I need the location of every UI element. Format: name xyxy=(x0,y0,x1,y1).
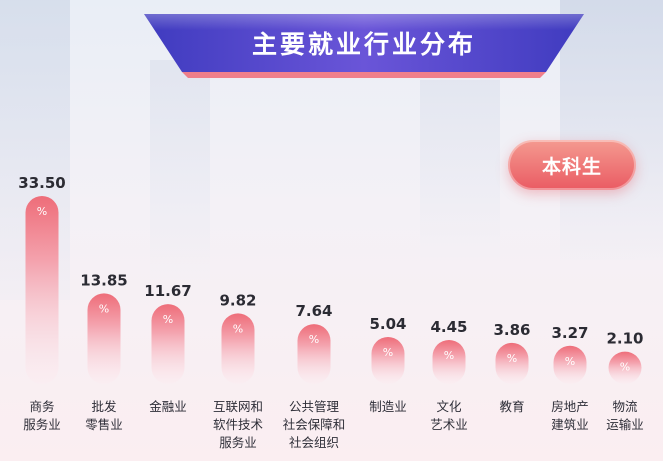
category-label-line: 艺术业 xyxy=(430,417,468,432)
category-label-line: 互联网和 xyxy=(212,399,263,414)
category-label-line: 文化 xyxy=(436,399,462,414)
category-label-line: 房地产 xyxy=(551,399,589,414)
category-label-line: 服务业 xyxy=(23,417,61,432)
bar xyxy=(608,351,642,384)
bar-value-label: 11.67 xyxy=(144,282,191,300)
bar-unit-label: % xyxy=(233,322,243,335)
bar-unit-label: % xyxy=(444,349,454,362)
degree-badge: 本科生 xyxy=(508,140,636,190)
category-label-line: 社会组织 xyxy=(288,435,339,450)
category-label-line: 金融业 xyxy=(149,399,187,414)
category-label-line: 软件技术 xyxy=(212,417,263,432)
bar-unit-label: % xyxy=(507,352,517,365)
category-label-line: 零售业 xyxy=(85,417,123,432)
bar xyxy=(151,304,185,384)
bar-value-label: 13.85 xyxy=(80,271,127,289)
background-building xyxy=(150,60,210,280)
bar-value-label: 4.45 xyxy=(430,318,467,336)
banner-shape xyxy=(144,14,584,78)
category-label-line: 建筑业 xyxy=(551,417,589,432)
bar xyxy=(495,342,529,384)
category-label: 互联网和软件技术服务业 xyxy=(198,398,278,452)
category-label: 物流 运输业 xyxy=(585,398,663,434)
bar-unit-label: % xyxy=(383,346,393,359)
bar-value-label: 9.82 xyxy=(219,291,256,309)
category-label-line: 服务业 xyxy=(219,435,257,450)
bar-value-label: 3.86 xyxy=(493,321,530,339)
bar xyxy=(553,345,587,384)
category-label: 批发 零售业 xyxy=(64,398,144,434)
category-label-line: 商务 xyxy=(29,399,55,414)
bar-unit-label: % xyxy=(620,361,630,374)
category-label: 房地产 建筑业 xyxy=(530,398,610,434)
bar xyxy=(221,313,255,384)
bar xyxy=(25,196,59,384)
category-label: 文化 艺术业 xyxy=(409,398,489,434)
bar-value-label: 7.64 xyxy=(295,302,332,320)
category-label-line: 教育 xyxy=(499,399,525,414)
bar-value-label: 5.04 xyxy=(369,315,406,333)
bar-value-label: 33.50 xyxy=(18,174,65,192)
category-label-line: 公共管理 xyxy=(288,399,339,414)
category-label: 商务 服务业 xyxy=(2,398,82,434)
category-label-line: 社会保障和 xyxy=(282,417,346,432)
bar xyxy=(432,339,466,384)
bar-unit-label: % xyxy=(565,355,575,368)
background-building xyxy=(420,80,500,260)
bar-value-label: 2.10 xyxy=(606,330,643,348)
background-building xyxy=(560,0,663,260)
bar-unit-label: % xyxy=(309,333,319,346)
title-banner: 主要就业行业分布 xyxy=(136,8,592,78)
category-label: 制造业 xyxy=(348,398,428,416)
category-label: 公共管理社会保障和社会组织 xyxy=(274,398,354,452)
category-label-line: 制造业 xyxy=(369,399,407,414)
page-title: 主要就业行业分布 xyxy=(251,30,476,59)
category-label-line: 物流 xyxy=(612,399,638,414)
bar xyxy=(371,337,405,384)
bar xyxy=(297,324,331,384)
bar-unit-label: % xyxy=(99,302,109,315)
bar xyxy=(87,293,121,384)
bar-value-label: 3.27 xyxy=(551,324,588,342)
category-label-line: 运输业 xyxy=(606,417,644,432)
category-label: 金融业 xyxy=(128,398,208,416)
category-label: 教育 xyxy=(472,398,552,416)
bar-unit-label: % xyxy=(37,205,47,218)
bar-unit-label: % xyxy=(163,313,173,326)
category-label-line: 批发 xyxy=(91,399,117,414)
